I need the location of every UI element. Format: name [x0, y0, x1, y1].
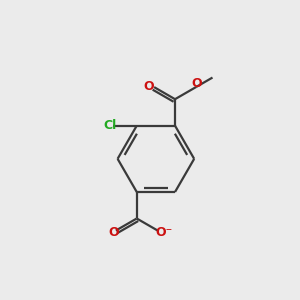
Text: O: O	[191, 77, 202, 90]
Text: O⁻: O⁻	[155, 226, 172, 239]
Text: Cl: Cl	[103, 118, 117, 132]
Text: O: O	[108, 226, 119, 239]
Text: O: O	[143, 80, 154, 93]
